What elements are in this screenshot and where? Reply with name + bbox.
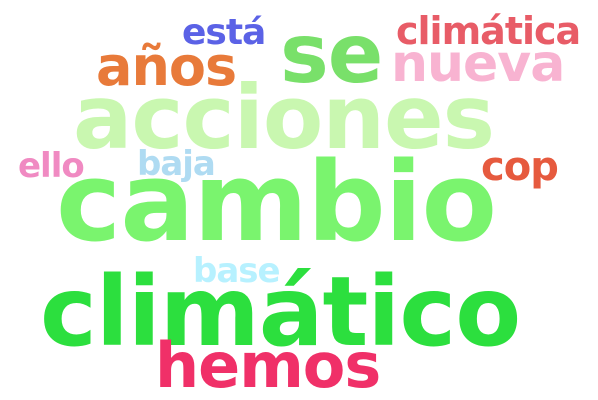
word-anos: años	[96, 35, 237, 98]
word-nueva: nueva	[391, 34, 565, 94]
word-ello: ello	[18, 146, 85, 186]
word-acciones: acciones	[73, 66, 495, 169]
word-baja: baja	[137, 144, 216, 184]
word-esta: está	[182, 12, 266, 53]
word-climatica: climática	[396, 9, 581, 53]
word-se: se	[280, 7, 383, 102]
word-cambio: cambio	[56, 138, 497, 266]
word-hemos: hemos	[155, 329, 381, 400]
word-cop: cop	[481, 144, 559, 190]
word-climatico: climático	[40, 256, 521, 368]
word-base: base	[193, 251, 281, 291]
